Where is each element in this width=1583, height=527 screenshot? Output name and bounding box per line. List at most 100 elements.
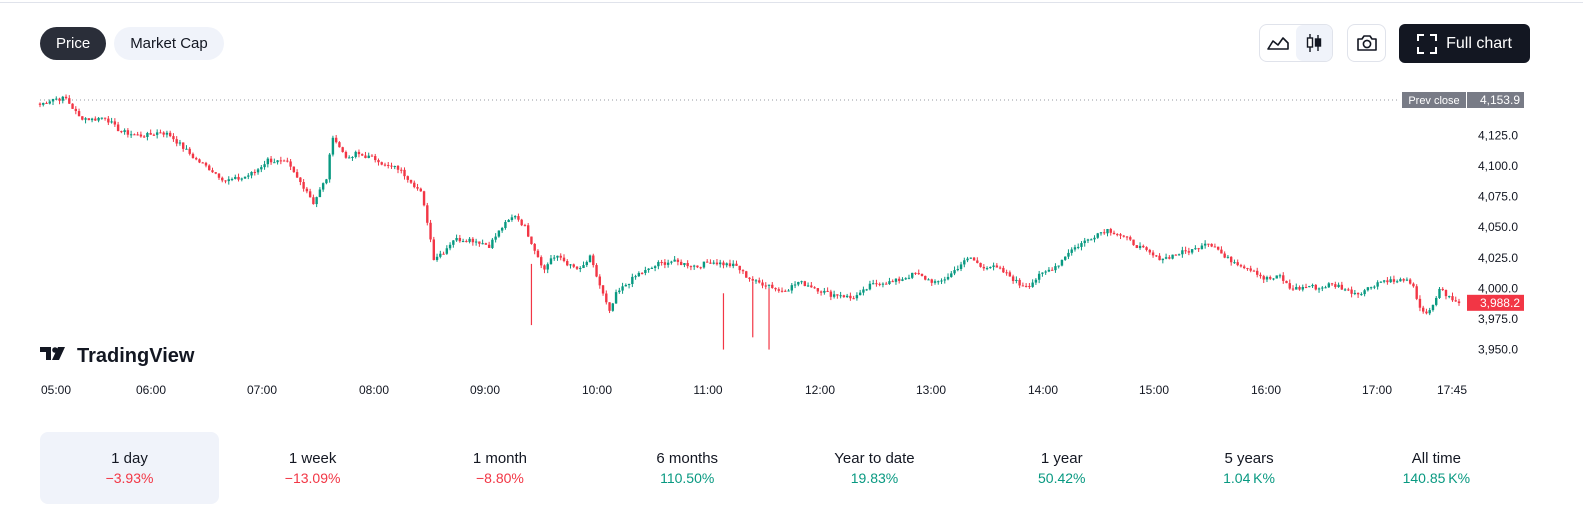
candle-body <box>982 266 986 269</box>
candle-body <box>849 295 852 299</box>
candle-body <box>64 96 68 99</box>
candle-body <box>901 279 904 281</box>
candle-body <box>1366 287 1370 291</box>
candle-body <box>640 272 644 274</box>
brand-name: TradingView <box>77 345 195 367</box>
x-tick-label: 05:00 <box>41 383 71 397</box>
period-1-month[interactable]: 1 month −8.80% <box>406 432 593 504</box>
candle-body <box>1021 285 1025 287</box>
candle-body <box>1057 265 1060 267</box>
candle-body <box>683 263 686 265</box>
candle-body <box>302 182 305 189</box>
period-1-day[interactable]: 1 day −3.93% <box>40 432 219 504</box>
candle-body <box>637 272 641 277</box>
candle-body <box>855 295 859 299</box>
candle-body <box>1376 282 1379 287</box>
candle-body <box>1050 269 1054 271</box>
candle-body <box>325 179 328 184</box>
candle-body <box>679 261 683 265</box>
candle-body <box>1024 285 1028 287</box>
candle-body <box>933 281 937 283</box>
period-label: 1 month <box>472 450 528 467</box>
candle-body <box>1135 245 1138 248</box>
candle-body <box>1304 286 1308 288</box>
candle-body <box>217 173 221 178</box>
candle-body <box>774 287 777 290</box>
tab-price[interactable]: Price <box>40 27 107 60</box>
candle-body <box>829 291 833 297</box>
y-tick-label: 4,100.0 <box>1478 159 1518 173</box>
candle-body <box>1425 311 1428 314</box>
tab-market-cap[interactable]: Market Cap <box>114 27 224 60</box>
candle-body <box>572 264 575 267</box>
candle-body <box>42 102 45 105</box>
x-tick-label: 09:00 <box>470 383 500 397</box>
screenshot-button[interactable] <box>1347 24 1386 62</box>
candle-body <box>481 243 484 245</box>
x-tick-label: 06:00 <box>136 383 166 397</box>
current-price-value: 3,988.2 <box>1480 296 1520 310</box>
candle-body <box>354 151 357 158</box>
candle-body <box>979 262 982 267</box>
candlestick-button[interactable] <box>1296 25 1332 61</box>
period-change: −3.93% <box>105 470 154 486</box>
y-tick-label: 4,000.0 <box>1478 281 1518 295</box>
price-chart[interactable]: 4,125.0 4,100.0 4,075.0 4,050.0 4,025.0 4,000… <box>0 80 1583 410</box>
candle-body <box>761 282 764 286</box>
candle-body <box>813 287 816 289</box>
candle-body <box>621 286 624 291</box>
candle-body <box>84 118 87 120</box>
candle-body <box>400 169 403 171</box>
candle-body <box>793 284 797 286</box>
candle-body <box>1103 232 1106 234</box>
candle-body <box>1099 232 1103 234</box>
candle-body <box>182 142 185 149</box>
candle-body <box>162 132 165 135</box>
candle-body <box>1220 249 1223 254</box>
candle-body <box>1174 254 1178 256</box>
candle-body <box>1116 234 1119 236</box>
candle-body <box>559 255 562 258</box>
candle-body <box>1356 292 1360 295</box>
period-6-months[interactable]: 6 months 110.50% <box>594 432 781 504</box>
candle-body <box>289 161 292 167</box>
period-year-to-date[interactable]: Year to date 19.83% <box>781 432 968 504</box>
candle-body <box>1060 259 1064 266</box>
candle-body <box>715 262 719 265</box>
candle-body <box>494 236 497 240</box>
candle-body <box>175 139 178 144</box>
candle-body <box>940 280 943 282</box>
candle-body <box>204 162 208 166</box>
candle-body <box>858 292 862 296</box>
candle-body <box>1252 270 1256 272</box>
prev-close-value: 4,153.9 <box>1480 93 1520 107</box>
y-axis: 4,125.0 4,100.0 4,075.0 4,050.0 4,025.0 4,000… <box>1402 92 1524 357</box>
candle-body <box>1298 286 1301 290</box>
candle-body <box>712 262 715 264</box>
candle-body <box>1239 265 1243 267</box>
candle-body <box>780 290 784 292</box>
candle-body <box>1369 287 1373 289</box>
y-tick-label: 3,975.0 <box>1478 312 1518 326</box>
candle-body <box>133 134 136 136</box>
candle-body <box>1373 286 1376 288</box>
x-tick-label: 07:00 <box>247 383 277 397</box>
candle-body <box>881 283 885 285</box>
chart-mode-tabs: Price Market Cap <box>40 27 224 60</box>
period-1-year[interactable]: 1 year 50.42% <box>968 432 1155 504</box>
candle-body <box>904 278 907 280</box>
candle-body <box>1181 250 1184 255</box>
prev-close-label-bg <box>1402 92 1466 108</box>
period-all-time[interactable]: All time 140.85 K% <box>1343 432 1530 504</box>
candle-body <box>155 132 159 135</box>
period-1-week[interactable]: 1 week −13.09% <box>219 432 406 504</box>
candle-body <box>1386 280 1389 283</box>
candle-body <box>787 290 790 292</box>
full-chart-button[interactable]: Full chart <box>1399 24 1530 63</box>
candle-body <box>465 241 468 243</box>
candle-body <box>673 259 676 262</box>
area-chart-button[interactable] <box>1260 25 1296 61</box>
candle-body <box>510 217 514 220</box>
candle-body <box>819 291 823 293</box>
period-5-years[interactable]: 5 years 1.04 K% <box>1155 432 1342 504</box>
